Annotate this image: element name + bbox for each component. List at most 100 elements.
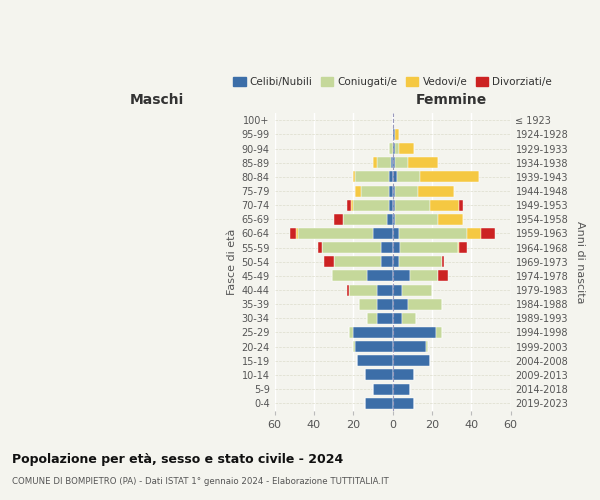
Bar [373, 157, 377, 168]
Legend: Celibi/Nubili, Coniugati/e, Vedovi/e, Divorziati/e: Celibi/Nubili, Coniugati/e, Vedovi/e, Di… [229, 73, 556, 92]
Bar [438, 270, 448, 281]
Text: Popolazione per età, sesso e stato civile - 2024: Popolazione per età, sesso e stato civil… [12, 452, 343, 466]
Bar [353, 200, 389, 210]
Bar [349, 327, 353, 338]
Bar [377, 313, 392, 324]
Bar [395, 129, 398, 140]
Text: Maschi: Maschi [130, 92, 184, 106]
Bar [436, 327, 442, 338]
Bar [357, 355, 392, 366]
Bar [392, 200, 395, 210]
Bar [367, 270, 392, 281]
Bar [398, 228, 467, 239]
Bar [410, 270, 438, 281]
Bar [392, 370, 414, 380]
Bar [381, 256, 392, 268]
Bar [359, 298, 377, 310]
Bar [343, 214, 387, 225]
Y-axis label: Anni di nascita: Anni di nascita [575, 220, 585, 303]
Bar [322, 242, 381, 253]
Bar [347, 284, 349, 296]
Bar [395, 143, 398, 154]
Text: COMUNE DI BOMPIETRO (PA) - Dati ISTAT 1° gennaio 2024 - Elaborazione TUTTITALIA.: COMUNE DI BOMPIETRO (PA) - Dati ISTAT 1°… [12, 478, 389, 486]
Bar [392, 143, 395, 154]
Text: Femmine: Femmine [416, 92, 487, 106]
Bar [392, 327, 436, 338]
Bar [387, 214, 392, 225]
Bar [460, 242, 467, 253]
Bar [392, 284, 403, 296]
Bar [290, 228, 296, 239]
Bar [296, 228, 298, 239]
Bar [420, 172, 479, 182]
Bar [353, 172, 355, 182]
Bar [392, 298, 409, 310]
Bar [442, 256, 444, 268]
Bar [392, 186, 395, 196]
Bar [373, 384, 392, 394]
Bar [389, 172, 392, 182]
Bar [332, 270, 367, 281]
Bar [418, 186, 454, 196]
Bar [352, 200, 353, 210]
Bar [392, 242, 400, 253]
Bar [481, 228, 495, 239]
Bar [361, 186, 389, 196]
Bar [365, 398, 392, 408]
Bar [381, 242, 392, 253]
Bar [458, 242, 460, 253]
Bar [334, 256, 381, 268]
Bar [430, 200, 460, 210]
Bar [392, 355, 430, 366]
Bar [400, 242, 458, 253]
Bar [353, 341, 355, 352]
Bar [391, 157, 392, 168]
Bar [392, 129, 395, 140]
Bar [318, 242, 322, 253]
Bar [334, 214, 343, 225]
Bar [467, 228, 481, 239]
Bar [389, 186, 392, 196]
Bar [377, 284, 392, 296]
Bar [395, 186, 418, 196]
Bar [392, 270, 410, 281]
Bar [324, 256, 334, 268]
Bar [398, 256, 442, 268]
Bar [365, 370, 392, 380]
Bar [355, 341, 392, 352]
Bar [397, 172, 420, 182]
Bar [392, 228, 398, 239]
Bar [392, 157, 395, 168]
Bar [355, 172, 389, 182]
Bar [403, 284, 432, 296]
Bar [395, 157, 409, 168]
Bar [349, 284, 377, 296]
Bar [389, 143, 392, 154]
Bar [426, 341, 428, 352]
Bar [373, 228, 392, 239]
Bar [395, 200, 430, 210]
Bar [377, 157, 391, 168]
Bar [392, 313, 403, 324]
Bar [460, 200, 463, 210]
Bar [438, 214, 463, 225]
Bar [409, 298, 442, 310]
Bar [392, 384, 410, 394]
Bar [355, 186, 361, 196]
Bar [392, 214, 395, 225]
Bar [403, 313, 416, 324]
Bar [298, 228, 373, 239]
Bar [392, 256, 398, 268]
Y-axis label: Fasce di età: Fasce di età [227, 228, 237, 295]
Bar [367, 313, 377, 324]
Bar [392, 341, 426, 352]
Bar [392, 398, 414, 408]
Bar [377, 298, 392, 310]
Bar [395, 214, 438, 225]
Bar [392, 172, 397, 182]
Bar [398, 143, 414, 154]
Bar [347, 200, 352, 210]
Bar [353, 327, 392, 338]
Bar [389, 200, 392, 210]
Bar [409, 157, 438, 168]
